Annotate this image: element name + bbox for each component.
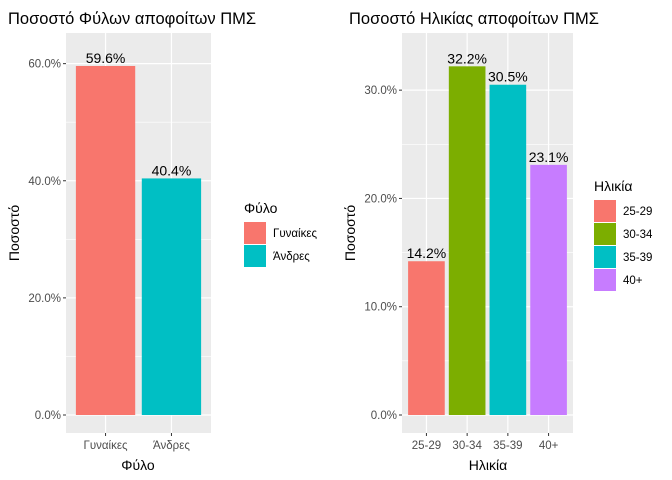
chart-gender-bars xyxy=(75,65,202,416)
gender-bar xyxy=(141,178,202,415)
age-data-label: 23.1% xyxy=(529,149,569,165)
age-legend-label: 40+ xyxy=(623,275,643,287)
chart-gender: Ποσοστό Φύλων αποφοίτων ΠΜΣ 0.0% 20.0% 40.… xyxy=(6,10,317,473)
gender-data-label: 40.4% xyxy=(152,162,192,178)
chart-gender-y-axis-title: Ποσοστό xyxy=(6,205,22,261)
age-legend-swatch xyxy=(594,223,616,245)
gender-y-tick-label: 40.0% xyxy=(28,176,61,188)
chart-gender-legend-title: Φύλο xyxy=(244,200,278,216)
chart-gender-title: Ποσοστό Φύλων αποφοίτων ΠΜΣ xyxy=(8,10,256,28)
chart-gender-x-ticks: Γυναίκες Άνδρες xyxy=(84,433,190,452)
age-bar xyxy=(530,164,567,415)
gender-x-tick-label: Γυναίκες xyxy=(84,440,128,452)
chart-age-x-ticks: 25-29 30-34 35-39 40+ xyxy=(412,433,559,452)
age-y-tick-label: 0.0% xyxy=(371,410,397,422)
chart-age-y-ticks: 0.0% 10.0% 20.0% 30.0% xyxy=(364,85,402,422)
age-legend-swatch xyxy=(594,200,616,222)
gender-legend-label: Γυναίκες xyxy=(273,228,317,240)
age-legend-label: 35-39 xyxy=(623,252,652,264)
gender-y-tick-label: 20.0% xyxy=(28,293,61,305)
chart-age-data-labels: 14.2% 32.2%30.5% 23.1% xyxy=(407,50,569,261)
gender-y-tick-label: 0.0% xyxy=(35,410,61,422)
gender-bar xyxy=(75,65,136,416)
age-y-tick-label: 10.0% xyxy=(364,302,397,314)
chart-gender-data-labels: 59.6% 40.4% xyxy=(86,50,192,178)
age-data-label: 14.2% xyxy=(407,245,447,261)
age-x-tick-label: 30-34 xyxy=(452,440,482,452)
chart-gender-y-ticks: 0.0% 20.0% 40.0% 60.0% xyxy=(28,59,66,422)
age-legend-swatch xyxy=(594,269,616,291)
age-y-tick-label: 20.0% xyxy=(364,193,397,205)
gender-legend-swatch xyxy=(244,222,266,244)
gender-data-label: 59.6% xyxy=(86,50,126,66)
age-y-tick-label: 30.0% xyxy=(364,85,397,97)
chart-gender-x-axis-title: Φύλο xyxy=(121,457,155,473)
chart-age-legend-title: Ηλικία xyxy=(594,178,632,194)
chart-gender-legend: Φύλο Γυναίκες Άνδρες xyxy=(244,200,317,267)
chart-age-x-axis-title: Ηλικία xyxy=(469,457,507,473)
age-bar xyxy=(408,261,445,415)
chart-age-bars xyxy=(408,66,567,416)
age-bar xyxy=(448,66,486,416)
chart-age-title: Ποσοστό Ηλικίας αποφοίτων ΠΜΣ xyxy=(349,10,599,28)
age-legend-label: 25-29 xyxy=(623,206,652,218)
age-legend-label: 30-34 xyxy=(623,229,653,241)
age-data-label: 32.2% xyxy=(447,50,487,66)
gender-y-tick-label: 60.0% xyxy=(28,59,61,71)
age-legend-swatch xyxy=(594,246,616,268)
age-x-tick-label: 35-39 xyxy=(493,440,522,452)
gender-x-tick-label: Άνδρες xyxy=(153,440,190,452)
age-x-tick-label: 25-29 xyxy=(412,440,441,452)
gender-legend-label: Άνδρες xyxy=(273,251,310,263)
chart-age: Ποσοστό Ηλικίας αποφοίτων ΠΜΣ 0.0% 10.0% 2… xyxy=(342,10,653,473)
chart-age-legend: Ηλικία 25-29 30-34 35-39 40+ xyxy=(594,178,653,291)
gender-legend-swatch xyxy=(244,245,266,267)
age-x-tick-label: 40+ xyxy=(539,440,559,452)
age-data-label: 30.5% xyxy=(488,69,528,85)
chart-age-y-axis-title: Ποσοστό xyxy=(342,205,358,261)
age-bar xyxy=(489,84,527,415)
